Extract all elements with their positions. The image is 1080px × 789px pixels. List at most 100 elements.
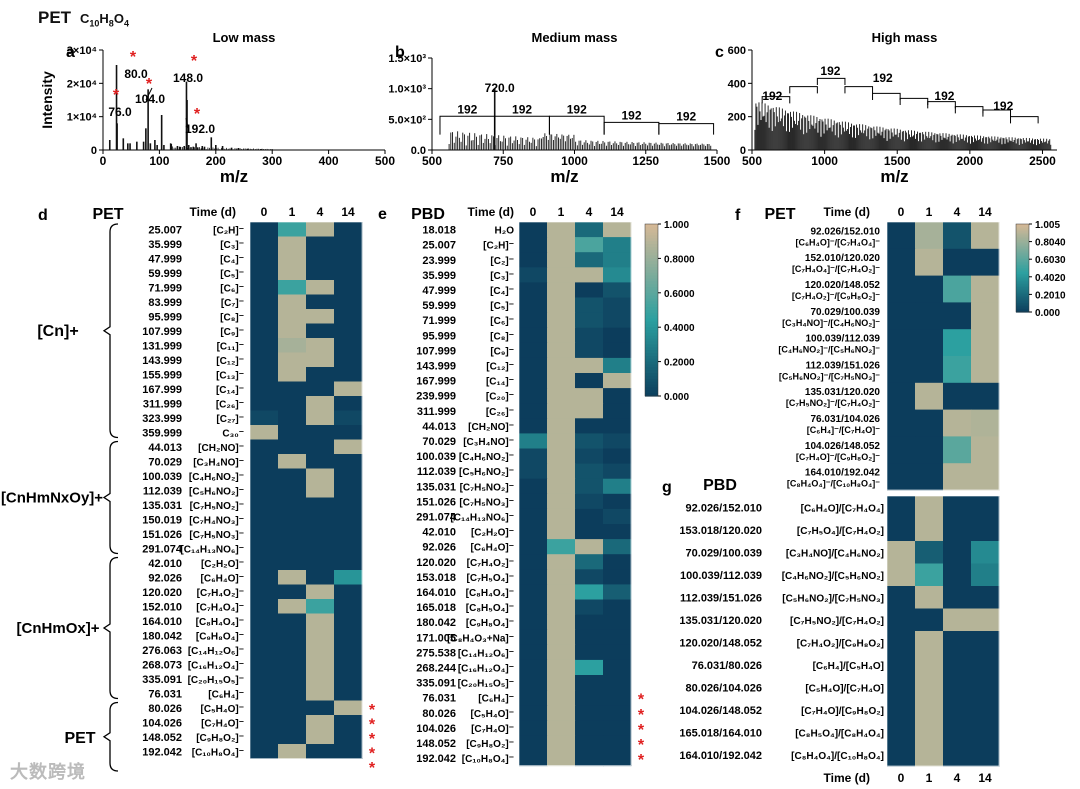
heatmap-cell: [250, 715, 279, 730]
heatmap-cell: [971, 541, 1000, 564]
heatmap-cell: [575, 403, 604, 419]
row-mass: 239.999: [416, 391, 456, 403]
heatmap-cell: [334, 541, 363, 556]
heatmap-cell: [915, 608, 944, 632]
colorbar-e-swatch: [645, 261, 658, 265]
gap-bracket: [658, 123, 715, 135]
colorbar-f-swatch: [1016, 228, 1029, 231]
panel-c-x-tick-label: 500: [742, 154, 762, 168]
column-label: 14: [978, 205, 992, 219]
heatmap-cell: [334, 265, 363, 281]
heatmap-cell: [603, 282, 632, 298]
row-ion: [C₇H₅NO₂]⁻/[C₇H₄O₂]⁻: [786, 398, 880, 408]
colorbar-f-swatch: [1016, 237, 1029, 240]
panel-a-x-tick-label: 400: [319, 154, 339, 168]
row-mass: 359.999: [142, 427, 182, 439]
heatmap-cell: [603, 403, 632, 419]
heatmap-cell: [334, 468, 363, 484]
heatmap-cell: [915, 275, 944, 303]
colorbar-e-swatch: [645, 341, 658, 345]
panel-f-letter: f: [735, 207, 741, 224]
heatmap-cell: [971, 496, 1000, 519]
heatmap-cell: [575, 493, 604, 510]
colorbar-e-swatch: [645, 275, 658, 280]
row-mass: 165.018: [416, 602, 456, 614]
heatmap-cell: [278, 323, 307, 339]
peak-label: 104.0: [135, 92, 165, 106]
row-ion: [C₃]⁻: [490, 271, 514, 282]
heatmap-cell: [575, 629, 604, 646]
heatmap-cell: [519, 524, 548, 540]
heatmap-cell: [306, 425, 335, 440]
heatmap-cell: [575, 312, 604, 329]
heatmap-cell: [250, 584, 279, 600]
colorbar-e-swatch: [645, 353, 658, 357]
colorbar-f-swatch: [1016, 300, 1029, 303]
heatmap-cell: [250, 352, 279, 368]
panel-b-title: Medium mass: [532, 30, 618, 45]
heatmap-cell: [547, 644, 576, 661]
row-mass: 171.005: [416, 632, 456, 644]
heatmap-cell: [971, 409, 1000, 437]
panel-a-title: Low mass: [213, 30, 276, 45]
panel-c-x-tick-label: 2500: [1029, 154, 1056, 168]
row-mass: 80.026: [148, 703, 182, 715]
colorbar-f-swatch: [1016, 284, 1029, 287]
peak-label: 148.0: [173, 71, 203, 85]
heatmap-cell: [306, 570, 335, 585]
heatmap-cell: [915, 518, 944, 542]
row-ion: [C₇H₄O₄]⁻/[C₇H₄O₂]⁻: [792, 264, 880, 274]
heatmap-cell: [519, 690, 548, 706]
row-mass: 120.020: [416, 557, 456, 569]
heatmap-cell: [519, 750, 548, 767]
colorbar-e-swatch: [645, 312, 658, 317]
heatmap-cell: [887, 496, 916, 519]
heatmap-cell: [971, 721, 1000, 744]
heatmap-cell: [306, 468, 335, 484]
heatmap-cell: [334, 454, 363, 469]
row-ion: [C₁₂]⁻: [216, 356, 244, 367]
heatmap-cell: [278, 294, 307, 310]
colorbar-e-swatch: [645, 364, 658, 368]
heatmap-cell: [250, 541, 279, 556]
heatmap-cell: [887, 721, 916, 744]
heatmap-cell: [278, 671, 307, 687]
row-mass: 135.031/120.020: [805, 387, 881, 398]
row-ion: [C₈H₅O₄]/[C₈H₄O₄]: [795, 728, 884, 739]
row-mass: 152.010: [142, 601, 182, 613]
heatmap-cell: [519, 584, 548, 600]
row-ion: [C₆H₄O]⁻/[C₇H₄O₄]⁻: [795, 237, 880, 247]
heatmap-cell: [943, 698, 972, 722]
heatmap-cell: [306, 265, 335, 281]
figure-formula: C10H8O4: [80, 11, 129, 29]
heatmap-cell: [306, 309, 335, 324]
heatmap-cell: [278, 628, 307, 643]
heatmap-cell: [306, 251, 335, 266]
heatmap-cell: [306, 236, 335, 252]
heatmap-cell: [603, 297, 632, 314]
colorbar-e-swatch: [645, 295, 658, 300]
row-ion: [C₂H₂O]⁻: [201, 559, 244, 570]
colorbar-e-swatch: [645, 235, 658, 239]
heatmap-cell: [547, 705, 576, 721]
colorbar-e-swatch: [645, 350, 658, 354]
heatmap-cell: [250, 251, 279, 266]
column-label: 0: [530, 205, 537, 219]
heatmap-cell: [334, 584, 363, 600]
heatmap-cell: [250, 280, 279, 295]
panel-a-x-tick-label: 0: [100, 154, 107, 168]
heatmap-cell: [971, 222, 1000, 250]
heatmap-cell: [547, 297, 576, 314]
heatmap-cell: [334, 367, 363, 382]
row-mass: 100.039: [416, 451, 456, 463]
heatmap-cell: [971, 586, 1000, 609]
panel-a-xlabel: m/z: [220, 167, 248, 186]
row-ion: [C₇H₄O₂]⁻/[C₉H₈O₂]⁻: [792, 291, 880, 301]
peak-label: 720.0: [485, 81, 515, 95]
heatmap-cell: [603, 539, 632, 555]
row-mass: 95.999: [422, 330, 456, 342]
heatmap-cell: [334, 236, 363, 252]
gap-label: 192: [993, 99, 1013, 113]
heatmap-cell: [887, 382, 916, 411]
colorbar-f-swatch: [1016, 307, 1029, 310]
